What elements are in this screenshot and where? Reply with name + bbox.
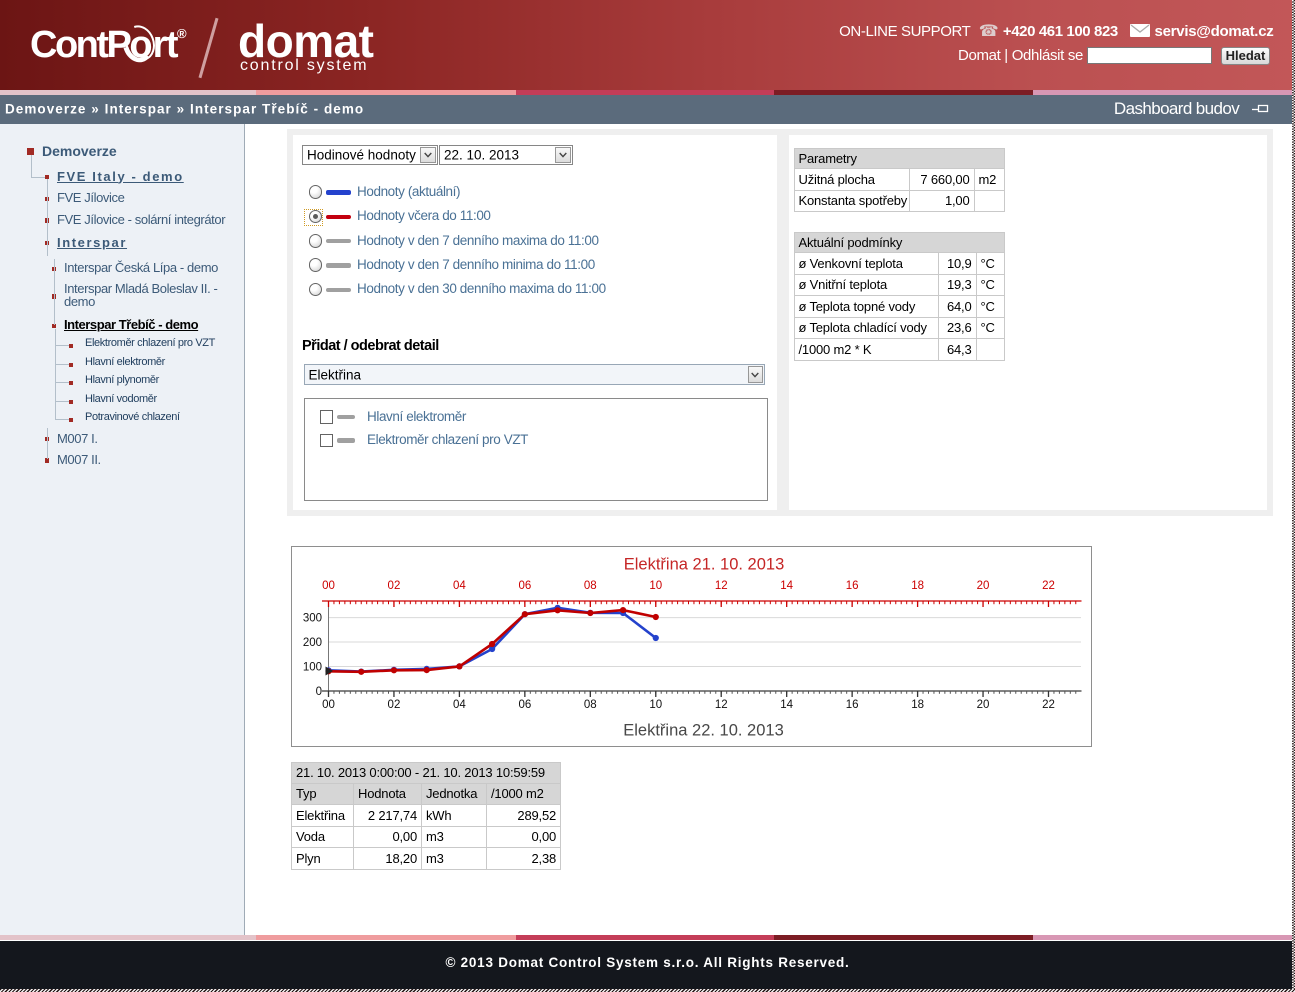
svg-text:300: 300 (302, 613, 321, 625)
svg-text:02: 02 (387, 580, 400, 592)
svg-text:16: 16 (845, 699, 858, 711)
svg-text:08: 08 (583, 699, 596, 711)
svg-text:18: 18 (911, 699, 924, 711)
svg-text:100: 100 (302, 662, 321, 674)
svg-text:20: 20 (976, 699, 989, 711)
svg-text:10: 10 (649, 699, 662, 711)
svg-text:12: 12 (714, 699, 727, 711)
svg-text:08: 08 (583, 580, 596, 592)
svg-text:14: 14 (780, 699, 793, 711)
svg-text:18: 18 (911, 580, 924, 592)
svg-text:Elektřina 21. 10. 2013: Elektřina 21. 10. 2013 (623, 556, 784, 574)
svg-text:04: 04 (453, 580, 466, 592)
svg-text:00: 00 (322, 580, 335, 592)
svg-text:06: 06 (518, 699, 531, 711)
svg-text:14: 14 (780, 580, 793, 592)
svg-text:06: 06 (518, 580, 531, 592)
svg-text:22: 22 (1042, 699, 1055, 711)
svg-text:0: 0 (315, 686, 321, 698)
svg-text:04: 04 (453, 699, 466, 711)
svg-text:22: 22 (1042, 580, 1055, 592)
svg-text:02: 02 (387, 699, 400, 711)
svg-text:200: 200 (302, 637, 321, 649)
svg-text:00: 00 (322, 699, 335, 711)
svg-text:16: 16 (845, 580, 858, 592)
svg-text:12: 12 (714, 580, 727, 592)
svg-text:20: 20 (976, 580, 989, 592)
svg-text:10: 10 (649, 580, 662, 592)
svg-text:Elektřina 22. 10. 2013: Elektřina 22. 10. 2013 (623, 722, 784, 740)
